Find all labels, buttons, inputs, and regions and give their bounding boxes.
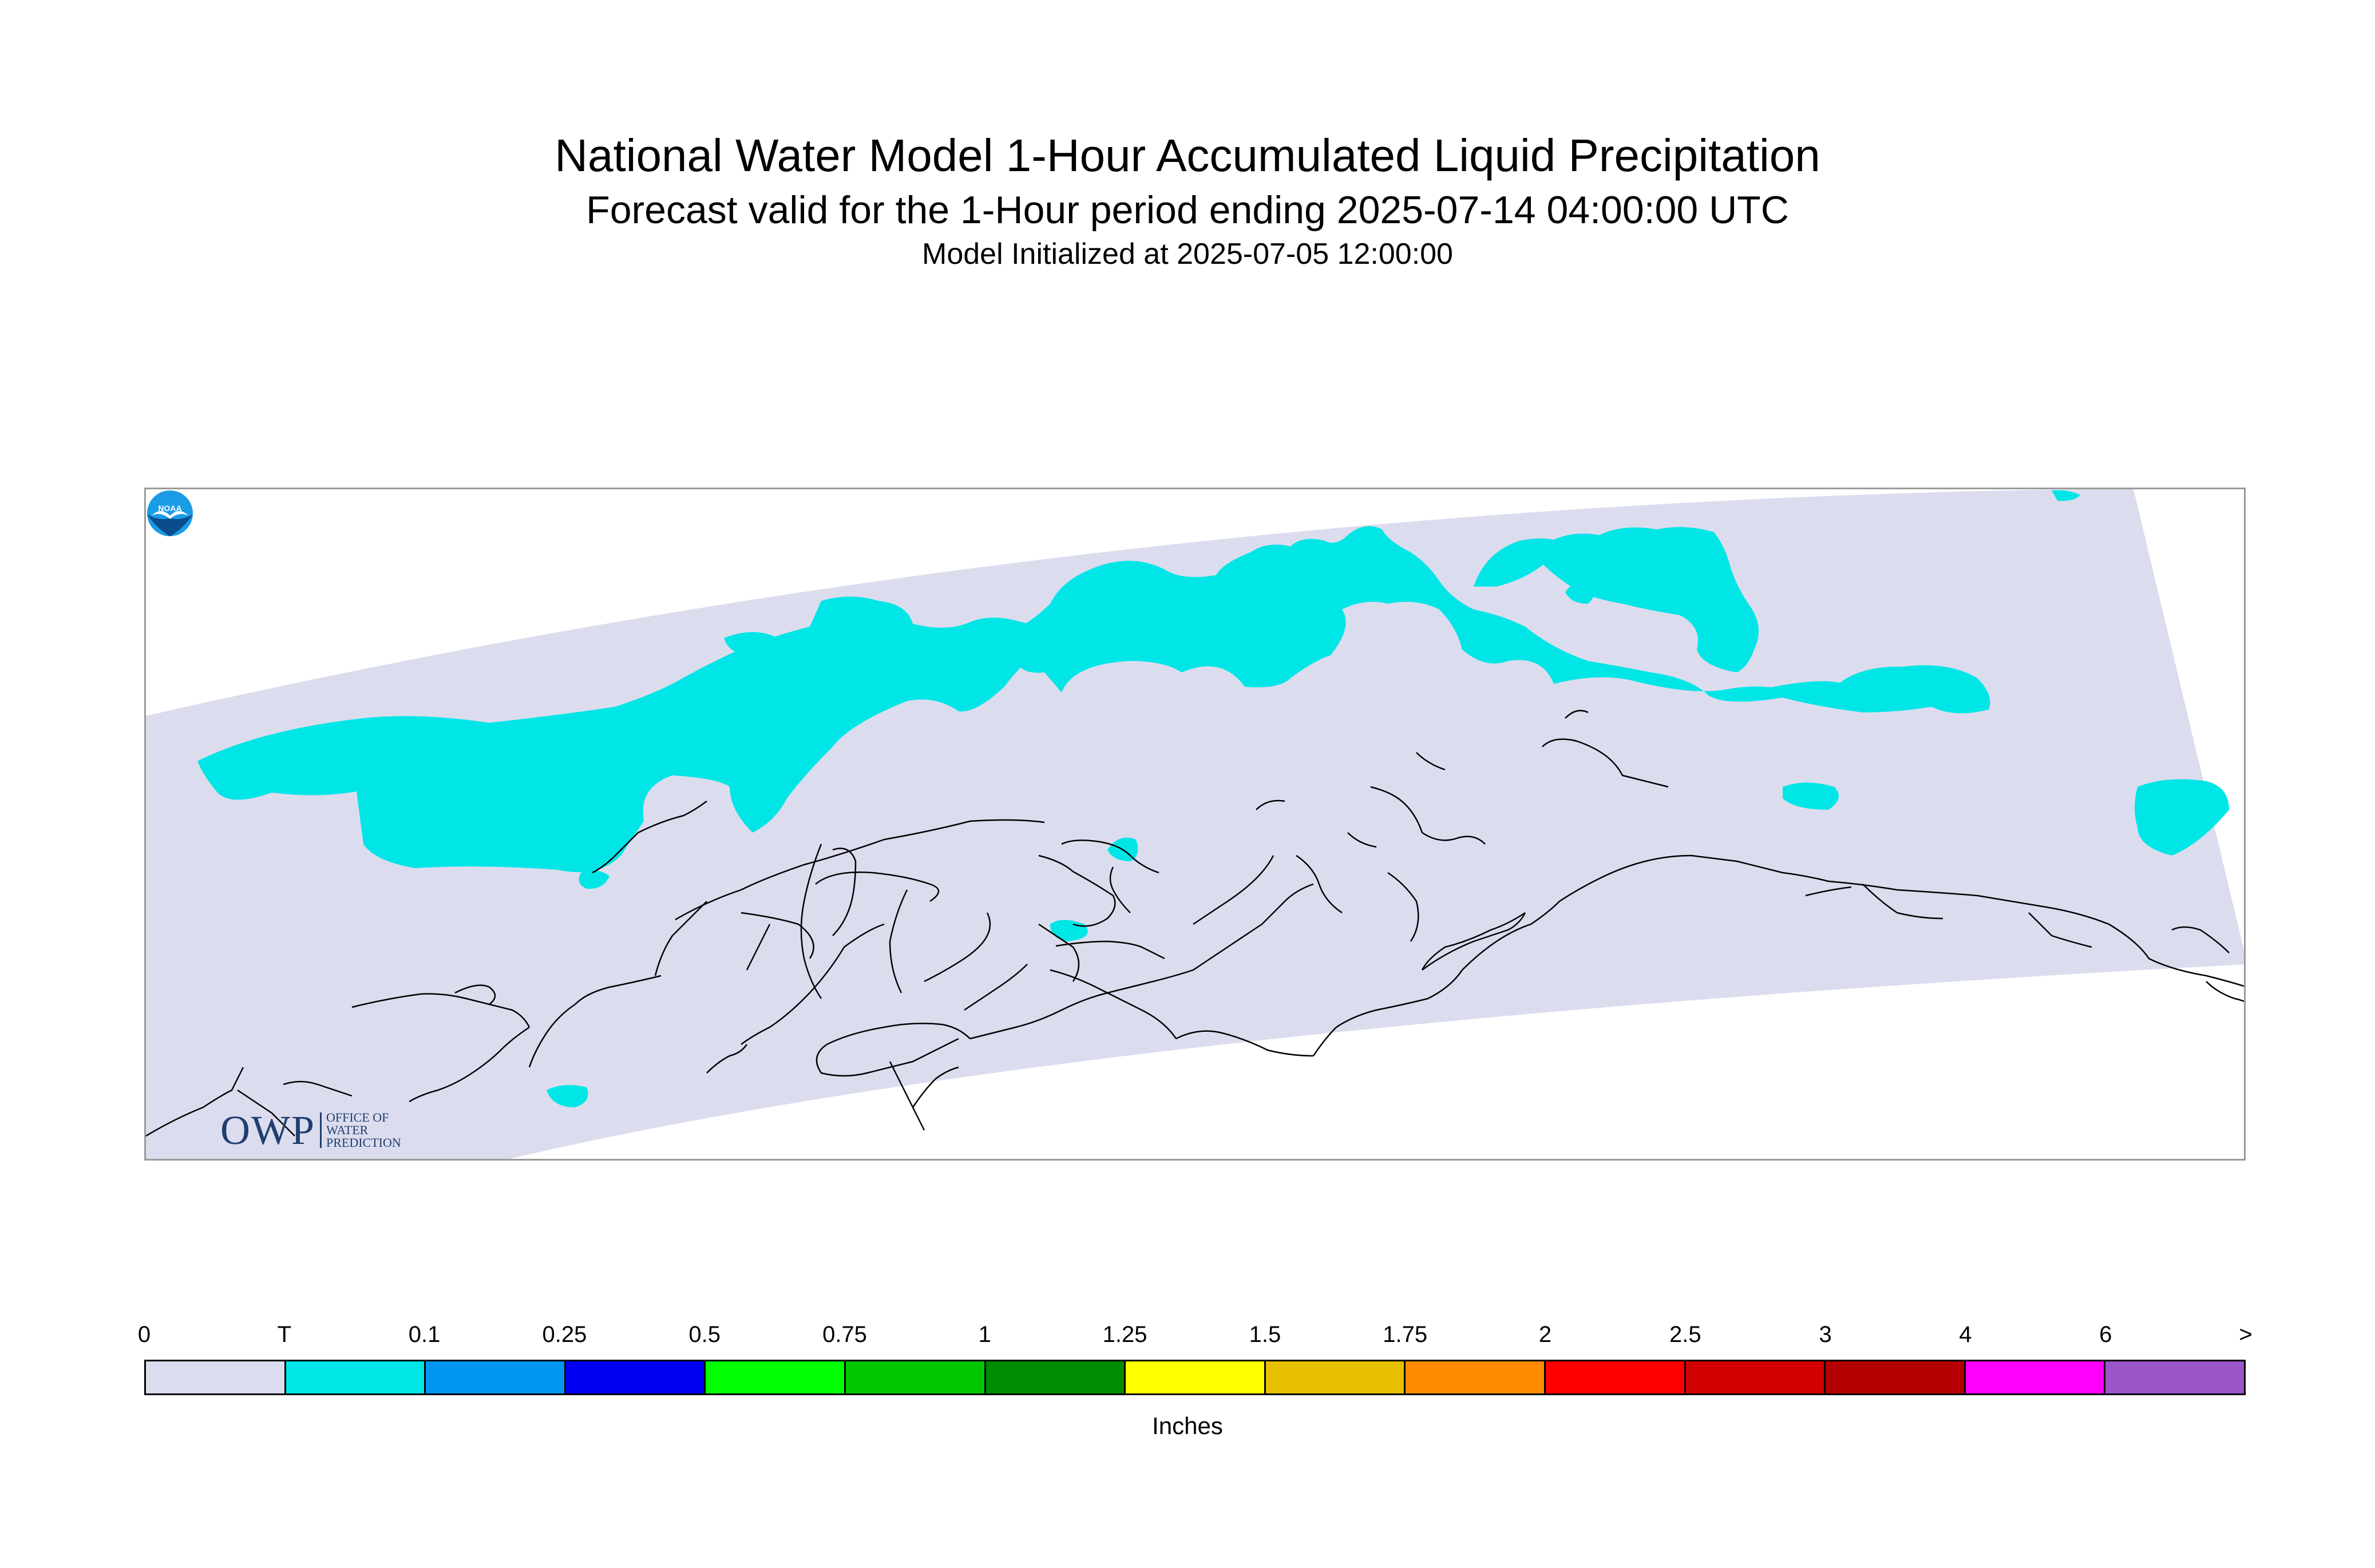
legend-tick-label: 0.25 [542,1322,587,1347]
model-init-time: Model Initialized at 2025-07-05 12:00:00 [922,237,1453,271]
legend-color-14 [2105,1361,2244,1393]
legend-tick-label: 4 [1959,1322,1972,1347]
owp-logo-divider [320,1112,322,1148]
map-canvas [146,489,2244,1159]
legend-tick-label: 6 [2099,1322,2112,1347]
legend-tick-label: 1.5 [1249,1322,1281,1347]
legend-color-1 [286,1361,426,1393]
legend-color-3 [565,1361,706,1393]
owp-logo-subtext: OFFICE OF WATER PREDICTION [326,1110,401,1150]
map-subtitle: Forecast valid for the 1-Hour period end… [586,188,1789,232]
legend-tick-label: 2.5 [1669,1322,1701,1347]
legend-color-0 [146,1361,286,1393]
legend-tick-label: 1.75 [1383,1322,1428,1347]
legend-color-9 [1406,1361,1546,1393]
legend-tick-label: 0 [137,1322,151,1347]
svg-text:NOAA: NOAA [158,504,181,513]
owp-logo: OWP OFFICE OF WATER PREDICTION [220,1107,401,1153]
legend-tick-label: 3 [1819,1322,1832,1347]
legend-tick-label: 1 [978,1322,991,1347]
legend-color-11 [1685,1361,1826,1393]
coastlines [146,710,2244,1137]
legend-colorbar [144,1360,2246,1395]
legend-color-2 [426,1361,566,1393]
legend-tick-label: 1.25 [1102,1322,1147,1347]
legend-color-8 [1265,1361,1406,1393]
legend-color-10 [1545,1361,1686,1393]
map-title: National Water Model 1-Hour Accumulated … [555,130,1820,181]
legend-color-7 [1126,1361,1266,1393]
noaa-logo: NOAA [147,490,193,536]
legend-tick-label: 2 [1538,1322,1552,1347]
precipitation-map: OWP OFFICE OF WATER PREDICTION NOAA [144,488,2246,1161]
legend-units: Inches [1152,1412,1223,1439]
legend-tick-label: T [277,1322,292,1347]
legend-tick-label: 0.5 [688,1322,721,1347]
legend-color-13 [1965,1361,2106,1393]
legend-tick-label: 0.1 [408,1322,441,1347]
legend-color-12 [1826,1361,1966,1393]
owp-logo-text: OWP [220,1107,315,1153]
legend-color-6 [985,1361,1126,1393]
legend-tick-label: 0.75 [822,1322,867,1347]
legend-color-5 [845,1361,986,1393]
legend-color-4 [706,1361,846,1393]
legend-tick-label: > [2239,1322,2253,1347]
